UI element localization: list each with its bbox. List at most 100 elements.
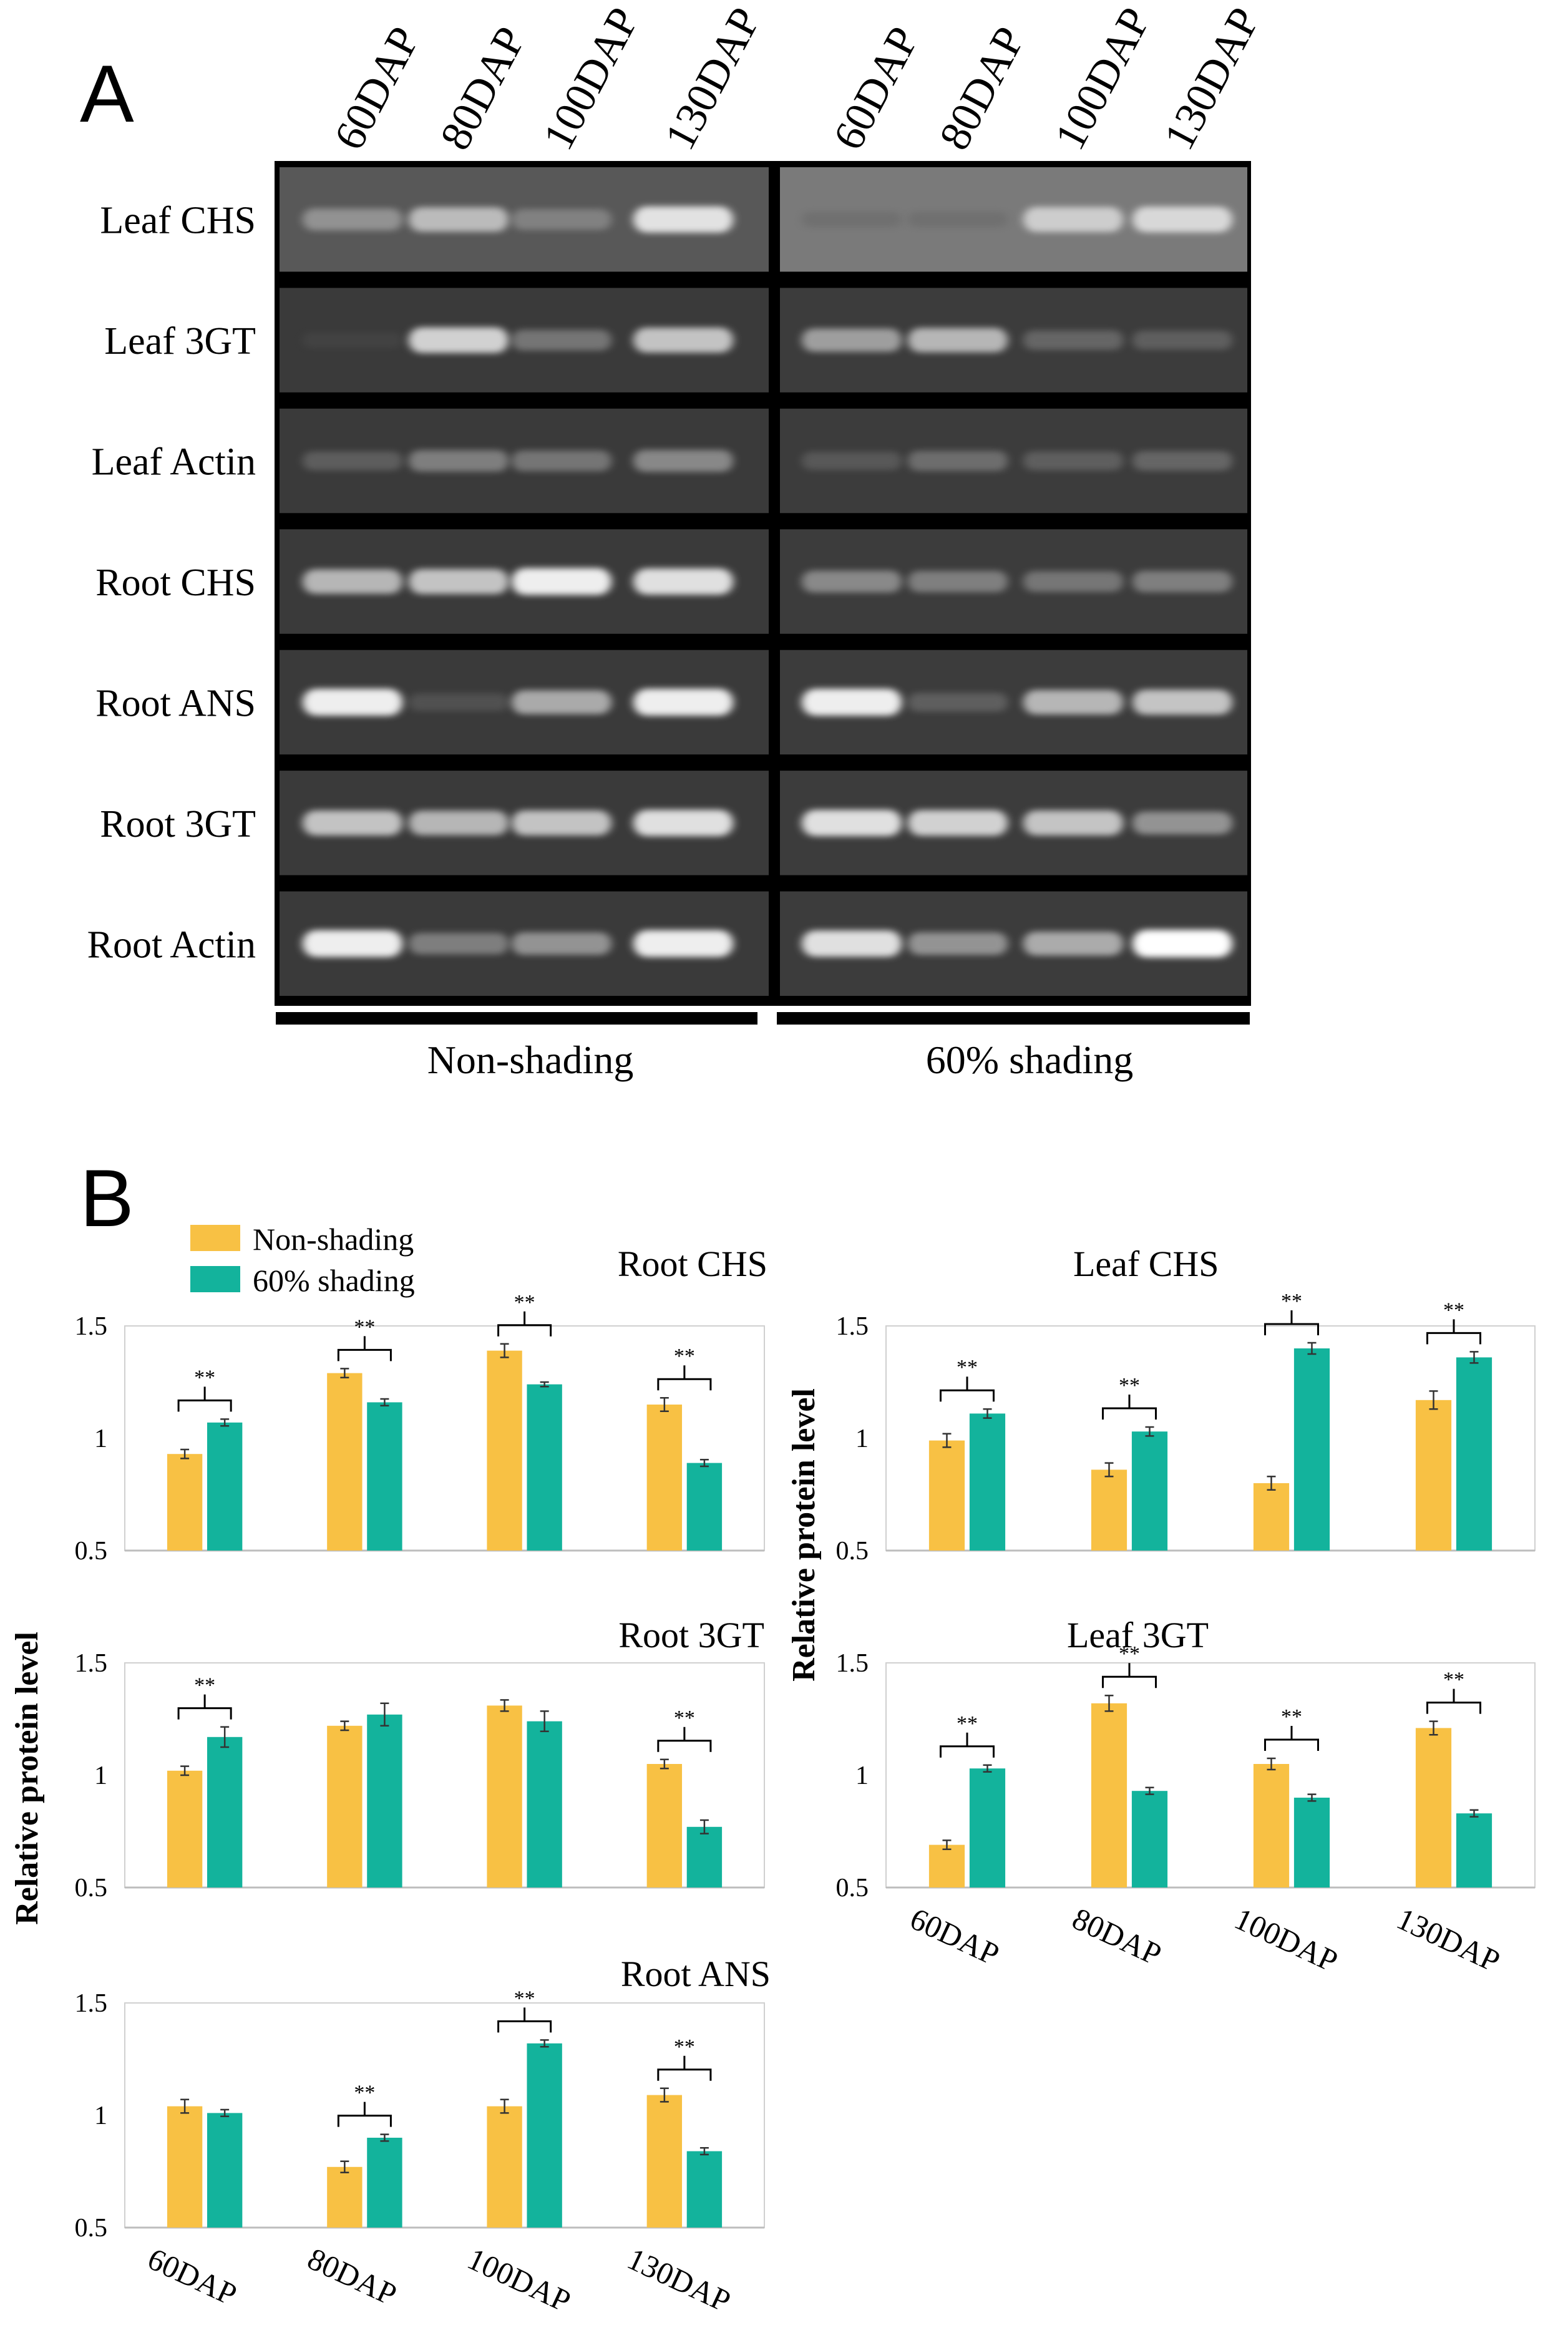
band-leaf-3gt-lane-4: [633, 328, 733, 353]
band-root-actin-lane-1: [303, 930, 402, 957]
legend-swatch-shading: [190, 1266, 240, 1292]
error-bar-root-chs-100dap-non-shading: [500, 1343, 509, 1358]
bar-leaf-chs-130dap-60-shading: [1456, 1357, 1493, 1551]
row-label-root-3gt: Root 3GT: [100, 803, 256, 845]
significance-mark-root-3gt-130dap: **: [674, 1707, 695, 1730]
error-bar-leaf-chs-80dap-non-shading: [1104, 1462, 1114, 1478]
significance-bracket-root-ans-130dap: [657, 2055, 712, 2081]
group-label-non-shading: Non-shading: [427, 1038, 634, 1082]
panel-a-letter: A: [80, 48, 134, 139]
band-leaf-chs-lane-3: [512, 209, 611, 230]
band-leaf-chs-lane-2: [409, 207, 509, 232]
lane-label-3: 100DAP: [534, 0, 648, 158]
band-root-3gt-lane-6: [908, 810, 1008, 836]
error-bar-leaf-chs-80dap-60-shading: [1145, 1426, 1154, 1437]
significance-mark-leaf-3gt-130dap: **: [1443, 1668, 1464, 1692]
band-root-chs-lane-3: [512, 568, 611, 595]
significance-bracket-leaf-3gt-130dap: [1426, 1688, 1481, 1714]
chart-leaf-chs: 0.5 1 1.5 Leaf CHS ** ** ** **: [836, 1244, 1536, 1566]
chart-title-root-chs: Root CHS: [618, 1244, 767, 1284]
significance-bracket-root-ans-80dap: [337, 2102, 392, 2127]
band-leaf-actin-lane-5: [802, 452, 902, 470]
bar-leaf-3gt-80dap-non-shading: [1091, 1703, 1127, 1888]
band-leaf-chs-lane-6: [908, 212, 1008, 228]
significance-bracket-root-chs-100dap: [497, 1311, 552, 1337]
y-tick-leaf-chs-1: 1: [855, 1425, 869, 1453]
error-bar-leaf-chs-60dap-non-shading: [942, 1433, 952, 1448]
bar-root-chs-60dap-non-shading: [167, 1454, 203, 1551]
lane-label-7: 100DAP: [1046, 0, 1160, 158]
band-root-chs-lane-7: [1023, 571, 1123, 592]
error-bar-root-3gt-60dap-non-shading: [180, 1765, 190, 1776]
band-leaf-chs-lane-7: [1023, 207, 1123, 232]
bar-leaf-3gt-80dap-60-shading: [1131, 1791, 1168, 1888]
chart-root-3gt: 0.5 1 1.5 Root 3GT ** **: [75, 1615, 765, 1902]
y-tick-root-ans-1: 1: [94, 2102, 107, 2130]
row-label-leaf-3gt: Leaf 3GT: [104, 320, 256, 363]
row-label-root-chs: Root CHS: [95, 562, 256, 604]
error-bar-leaf-chs-60dap-60-shading: [983, 1408, 992, 1419]
significance-mark-root-chs-130dap: **: [674, 1345, 695, 1368]
band-leaf-actin-lane-1: [303, 451, 402, 470]
significance-mark-leaf-chs-100dap: **: [1281, 1290, 1302, 1313]
band-leaf-actin-lane-6: [908, 451, 1008, 471]
error-bar-leaf-3gt-100dap-non-shading: [1267, 1757, 1276, 1771]
x-label-leaf-3gt-130dap: 130DAP: [1391, 1901, 1505, 1979]
error-bar-root-3gt-80dap-non-shading: [340, 1720, 349, 1732]
chart-title-leaf-3gt: Leaf 3GT: [1067, 1615, 1209, 1655]
y-tick-root-3gt-0-5: 0.5: [75, 1874, 108, 1902]
bar-root-chs-80dap-non-shading: [327, 1373, 363, 1551]
x-label-leaf-3gt-60dap: 60DAP: [905, 1901, 1005, 1972]
bar-root-chs-100dap-60-shading: [527, 1384, 562, 1551]
legend-swatch-non-shading: [190, 1225, 240, 1251]
y-tick-root-3gt-1-5: 1.5: [75, 1649, 108, 1678]
error-bar-leaf-3gt-60dap-non-shading: [942, 1839, 952, 1851]
band-leaf-actin-lane-7: [1023, 451, 1123, 470]
error-bar-root-chs-80dap-non-shading: [340, 1368, 349, 1379]
y-tick-root-chs-1-5: 1.5: [75, 1312, 108, 1341]
y-tick-root-ans-1-5: 1.5: [75, 1989, 108, 2018]
error-bar-root-ans-100dap-60-shading: [540, 2039, 549, 2048]
bar-root-3gt-60dap-60-shading: [207, 1737, 243, 1888]
bar-root-ans-80dap-60-shading: [367, 2138, 402, 2228]
bar-leaf-chs-100dap-60-shading: [1293, 1348, 1330, 1551]
bar-root-3gt-100dap-60-shading: [527, 1721, 562, 1888]
band-root-ans-lane-5: [802, 688, 902, 716]
chart-root-chs: 0.5 1 1.5 Root CHS ** ** ** **: [75, 1244, 768, 1566]
band-root-ans-lane-6: [908, 693, 1008, 712]
bar-root-ans-60dap-60-shading: [207, 2113, 243, 2228]
error-bar-leaf-3gt-80dap-non-shading: [1104, 1694, 1114, 1712]
bar-root-ans-80dap-non-shading: [327, 2166, 363, 2228]
band-root-actin-lane-5: [802, 930, 902, 957]
chart-root-ans: 0.5 1 1.5 Root ANS 60DAP ** 80DAP ** 100DAP ** 130…: [75, 1954, 771, 2319]
significance-bracket-leaf-chs-80dap: [1102, 1395, 1157, 1420]
significance-bracket-root-chs-80dap: [337, 1336, 392, 1362]
error-bar-root-chs-100dap-60-shading: [540, 1381, 549, 1388]
band-root-3gt-lane-7: [1023, 810, 1123, 835]
band-root-actin-lane-7: [1023, 932, 1123, 956]
band-leaf-chs-lane-5: [802, 212, 902, 228]
significance-mark-leaf-3gt-60dap: **: [957, 1712, 978, 1735]
significance-bracket-leaf-3gt-100dap: [1264, 1726, 1319, 1751]
band-root-3gt-lane-2: [409, 811, 509, 835]
error-bar-root-chs-80dap-60-shading: [380, 1398, 389, 1407]
band-leaf-actin-lane-2: [409, 450, 509, 472]
band-root-chs-lane-1: [303, 569, 402, 594]
band-leaf-3gt-lane-1: [303, 332, 402, 348]
bar-root-3gt-80dap-60-shading: [367, 1714, 402, 1888]
x-label-leaf-3gt-100dap: 100DAP: [1229, 1901, 1343, 1979]
bar-leaf-chs-60dap-non-shading: [928, 1440, 965, 1551]
error-bar-leaf-3gt-60dap-60-shading: [983, 1764, 992, 1773]
band-root-actin-lane-6: [908, 932, 1008, 955]
band-root-chs-lane-8: [1132, 571, 1232, 592]
bar-root-chs-60dap-60-shading: [207, 1422, 243, 1551]
band-root-ans-lane-7: [1023, 689, 1123, 714]
band-root-ans-lane-8: [1132, 689, 1232, 715]
band-root-actin-lane-3: [512, 932, 611, 955]
band-root-actin-lane-8: [1132, 930, 1232, 958]
significance-bracket-root-3gt-60dap: [177, 1694, 232, 1720]
significance-bracket-root-3gt-130dap: [657, 1727, 712, 1752]
y-tick-leaf-3gt-0-5: 0.5: [836, 1874, 869, 1902]
